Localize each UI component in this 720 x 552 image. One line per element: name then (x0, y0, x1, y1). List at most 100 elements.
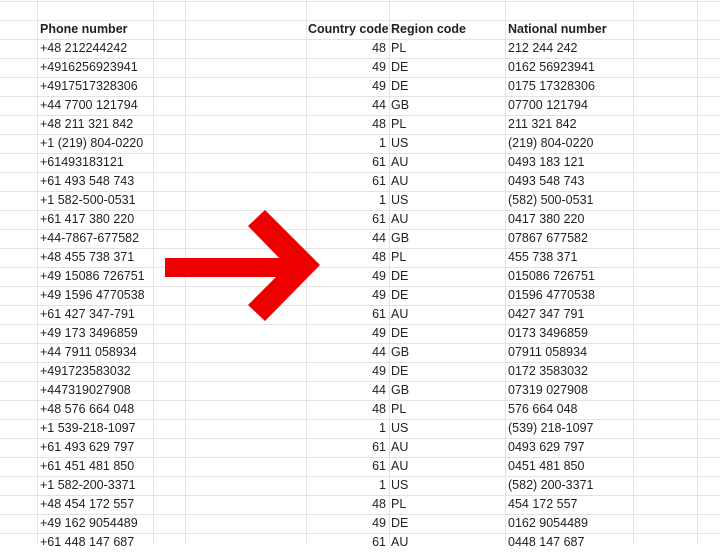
country-code-cell[interactable]: 49 (372, 288, 386, 302)
region-code-cell[interactable]: PL (391, 117, 407, 131)
region-code-cell[interactable]: DE (391, 269, 409, 283)
national-number-cell[interactable]: 0175 17328306 (508, 79, 595, 93)
phone-number-cell[interactable]: +61 417 380 220 (40, 212, 135, 226)
phone-number-cell[interactable]: +61 451 481 850 (40, 459, 135, 473)
region-code-cell[interactable]: DE (391, 60, 409, 74)
national-number-cell[interactable]: 0427 347 791 (508, 307, 585, 321)
country-code-cell[interactable]: 48 (372, 402, 386, 416)
country-code-cell[interactable]: 61 (372, 307, 386, 321)
national-number-cell[interactable]: (582) 200-3371 (508, 478, 594, 492)
region-code-cell[interactable]: AU (391, 212, 409, 226)
header-national-number[interactable]: National number (508, 22, 607, 36)
region-code-cell[interactable]: DE (391, 364, 409, 378)
national-number-cell[interactable]: 454 172 557 (508, 497, 578, 511)
country-code-cell[interactable]: 49 (372, 326, 386, 340)
region-code-cell[interactable]: US (391, 193, 409, 207)
national-number-cell[interactable]: 015086 726751 (508, 269, 595, 283)
national-number-cell[interactable]: 0162 56923941 (508, 60, 595, 74)
phone-number-cell[interactable]: +48 454 172 557 (40, 497, 135, 511)
region-code-cell[interactable]: GB (391, 98, 410, 112)
phone-number-cell[interactable]: +1 539-218-1097 (40, 421, 136, 435)
country-code-cell[interactable]: 61 (372, 155, 386, 169)
national-number-cell[interactable]: 0493 548 743 (508, 174, 585, 188)
country-code-cell[interactable]: 61 (372, 440, 386, 454)
national-number-cell[interactable]: (582) 500-0531 (508, 193, 594, 207)
phone-number-cell[interactable]: +49 1596 4770538 (40, 288, 145, 302)
national-number-cell[interactable]: 455 738 371 (508, 250, 578, 264)
country-code-cell[interactable]: 61 (372, 459, 386, 473)
country-code-cell[interactable]: 44 (372, 231, 386, 245)
country-code-cell[interactable]: 49 (372, 516, 386, 530)
phone-number-cell[interactable]: +447319027908 (40, 383, 131, 397)
header-country-code[interactable]: Country code (308, 22, 389, 36)
region-code-cell[interactable]: PL (391, 41, 407, 55)
region-code-cell[interactable]: DE (391, 288, 409, 302)
phone-number-cell[interactable]: +4917517328306 (40, 79, 138, 93)
national-number-cell[interactable]: 07867 677582 (508, 231, 588, 245)
country-code-cell[interactable]: 1 (379, 136, 386, 150)
country-code-cell[interactable]: 48 (372, 250, 386, 264)
region-code-cell[interactable]: AU (391, 440, 409, 454)
national-number-cell[interactable]: 0172 3583032 (508, 364, 588, 378)
region-code-cell[interactable]: DE (391, 326, 409, 340)
phone-number-cell[interactable]: +61 493 548 743 (40, 174, 135, 188)
phone-number-cell[interactable]: +1 582-500-0531 (40, 193, 136, 207)
region-code-cell[interactable]: GB (391, 231, 410, 245)
phone-number-cell[interactable]: +44-7867-677582 (40, 231, 140, 245)
phone-number-cell[interactable]: +491723583032 (40, 364, 131, 378)
national-number-cell[interactable]: 07911 058934 (508, 345, 588, 359)
national-number-cell[interactable]: 07319 027908 (508, 383, 588, 397)
national-number-cell[interactable]: 07700 121794 (508, 98, 588, 112)
country-code-cell[interactable]: 49 (372, 269, 386, 283)
national-number-cell[interactable]: 01596 4770538 (508, 288, 595, 302)
phone-number-cell[interactable]: +48 211 321 842 (40, 117, 134, 131)
phone-number-cell[interactable]: +61 493 629 797 (40, 440, 135, 454)
header-phone-number[interactable]: Phone number (40, 22, 128, 36)
region-code-cell[interactable]: US (391, 478, 409, 492)
national-number-cell[interactable]: 576 664 048 (508, 402, 578, 416)
country-code-cell[interactable]: 61 (372, 212, 386, 226)
country-code-cell[interactable]: 61 (372, 174, 386, 188)
phone-number-cell[interactable]: +48 455 738 371 (40, 250, 135, 264)
national-number-cell[interactable]: 0162 9054489 (508, 516, 588, 530)
region-code-cell[interactable]: DE (391, 516, 409, 530)
phone-number-cell[interactable]: +1 (219) 804-0220 (40, 136, 144, 150)
phone-number-cell[interactable]: +61493183121 (40, 155, 124, 169)
country-code-cell[interactable]: 48 (372, 117, 386, 131)
country-code-cell[interactable]: 49 (372, 79, 386, 93)
phone-number-cell[interactable]: +49 15086 726751 (40, 269, 145, 283)
phone-number-cell[interactable]: +4916256923941 (40, 60, 138, 74)
phone-number-cell[interactable]: +48 212244242 (40, 41, 128, 55)
national-number-cell[interactable]: (539) 218-1097 (508, 421, 594, 435)
country-code-cell[interactable]: 1 (379, 478, 386, 492)
country-code-cell[interactable]: 48 (372, 497, 386, 511)
region-code-cell[interactable]: PL (391, 497, 407, 511)
region-code-cell[interactable]: AU (391, 174, 409, 188)
country-code-cell[interactable]: 1 (379, 421, 386, 435)
country-code-cell[interactable]: 44 (372, 98, 386, 112)
region-code-cell[interactable]: AU (391, 459, 409, 473)
region-code-cell[interactable]: DE (391, 79, 409, 93)
national-number-cell[interactable]: 211 321 842 (508, 117, 577, 131)
region-code-cell[interactable]: AU (391, 155, 409, 169)
phone-number-cell[interactable]: +49 162 9054489 (40, 516, 138, 530)
national-number-cell[interactable]: 0493 629 797 (508, 440, 585, 454)
national-number-cell[interactable]: (219) 804-0220 (508, 136, 594, 150)
phone-number-cell[interactable]: +61 427 347-791 (40, 307, 135, 321)
phone-number-cell[interactable]: +44 7700 121794 (40, 98, 138, 112)
phone-number-cell[interactable]: +49 173 3496859 (40, 326, 138, 340)
phone-number-cell[interactable]: +48 576 664 048 (40, 402, 135, 416)
country-code-cell[interactable]: 49 (372, 60, 386, 74)
country-code-cell[interactable]: 49 (372, 364, 386, 378)
region-code-cell[interactable]: PL (391, 402, 407, 416)
region-code-cell[interactable]: PL (391, 250, 407, 264)
region-code-cell[interactable]: US (391, 136, 409, 150)
national-number-cell[interactable]: 0493 183 121 (508, 155, 585, 169)
country-code-cell[interactable]: 48 (372, 41, 386, 55)
region-code-cell[interactable]: US (391, 421, 409, 435)
region-code-cell[interactable]: GB (391, 383, 410, 397)
phone-number-cell[interactable]: +44 7911 058934 (40, 345, 137, 359)
national-number-cell[interactable]: 0451 481 850 (508, 459, 585, 473)
national-number-cell[interactable]: 0173 3496859 (508, 326, 588, 340)
national-number-cell[interactable]: 0417 380 220 (508, 212, 585, 226)
